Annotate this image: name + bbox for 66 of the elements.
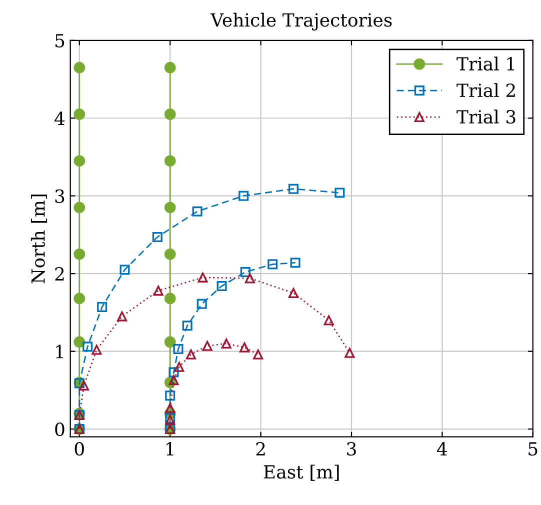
point bbox=[253, 349, 264, 360]
point bbox=[165, 403, 176, 414]
y-tick-label: 5 bbox=[56, 34, 64, 48]
point bbox=[165, 390, 176, 401]
point bbox=[182, 320, 192, 331]
point bbox=[74, 62, 86, 74]
chart-title: Vehicle Trajectories bbox=[210, 12, 392, 31]
point bbox=[174, 362, 184, 372]
legend-label: Trial 3 bbox=[456, 110, 516, 124]
point bbox=[74, 155, 86, 167]
point bbox=[192, 206, 202, 216]
point bbox=[164, 202, 176, 214]
point bbox=[268, 259, 278, 270]
point bbox=[164, 62, 176, 74]
point bbox=[74, 292, 86, 304]
point bbox=[74, 202, 86, 214]
point bbox=[78, 380, 89, 391]
point bbox=[221, 338, 232, 349]
point bbox=[164, 248, 176, 260]
point bbox=[344, 348, 355, 358]
y-tick-label: 3 bbox=[55, 189, 64, 203]
point bbox=[196, 298, 207, 309]
y-tick-label: 0 bbox=[55, 422, 64, 436]
point bbox=[97, 302, 108, 312]
point bbox=[324, 315, 334, 326]
y-axis-title: North [m] bbox=[30, 194, 48, 284]
point bbox=[244, 273, 255, 284]
point bbox=[288, 288, 298, 298]
point bbox=[164, 292, 176, 304]
y-tick-label: 2 bbox=[55, 267, 64, 280]
point bbox=[198, 272, 208, 282]
point bbox=[74, 108, 86, 120]
point bbox=[288, 184, 298, 194]
point bbox=[164, 108, 176, 120]
point bbox=[290, 258, 300, 268]
x-tick-label: 2 bbox=[256, 442, 265, 456]
point bbox=[164, 336, 176, 348]
legend-label: Trial 2 bbox=[456, 83, 515, 98]
point bbox=[216, 281, 227, 292]
x-axis-title: East [m] bbox=[264, 464, 339, 481]
point bbox=[82, 342, 93, 352]
point bbox=[153, 286, 164, 296]
point bbox=[74, 248, 86, 260]
point bbox=[168, 375, 179, 386]
point bbox=[238, 190, 249, 201]
point bbox=[202, 340, 212, 351]
point bbox=[239, 342, 250, 352]
x-tick-label: 3 bbox=[347, 442, 356, 456]
point bbox=[152, 232, 162, 242]
x-tick-label: 5 bbox=[528, 442, 538, 456]
point bbox=[186, 349, 196, 360]
point bbox=[168, 367, 179, 378]
x-tick-label: 1 bbox=[166, 442, 174, 456]
point bbox=[334, 188, 345, 198]
point bbox=[240, 267, 250, 278]
x-tick-label: 0 bbox=[74, 442, 84, 456]
point bbox=[92, 344, 102, 355]
point bbox=[173, 344, 184, 354]
y-tick-label: 4 bbox=[54, 112, 65, 125]
point bbox=[117, 311, 128, 322]
point bbox=[164, 155, 176, 167]
y-tick-label: 1 bbox=[56, 344, 63, 358]
x-tick-label: 4 bbox=[437, 442, 448, 456]
legend-label: Trial 1 bbox=[456, 56, 514, 71]
point bbox=[74, 336, 86, 348]
point bbox=[120, 264, 130, 275]
